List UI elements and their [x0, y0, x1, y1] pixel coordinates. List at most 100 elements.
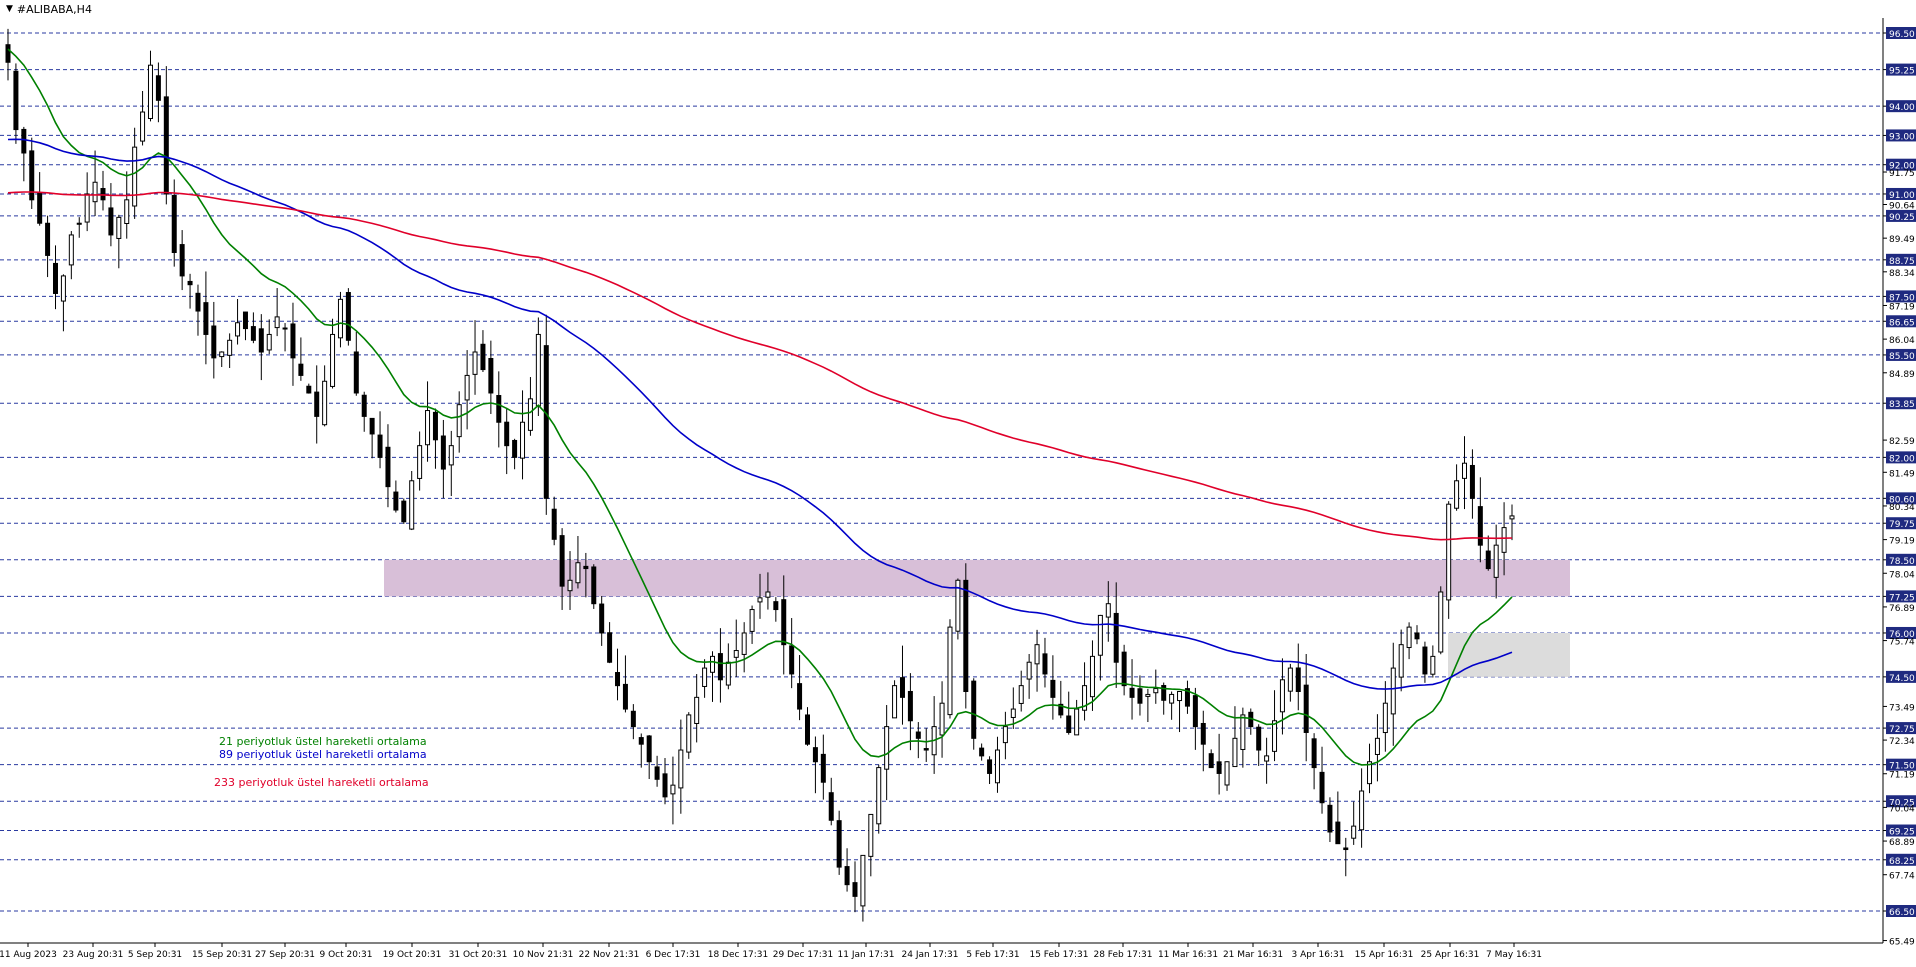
y-tick-21: 81.49 [1883, 469, 1915, 479]
y-tick-17: 84.89 [1883, 370, 1915, 380]
y-tick-25: 79.19 [1883, 537, 1915, 547]
svg-text:68.25: 68.25 [1889, 857, 1915, 867]
svg-text:79.19: 79.19 [1889, 537, 1915, 547]
svg-text:73.49: 73.49 [1889, 703, 1915, 713]
candle-81 [646, 735, 652, 780]
y-tick-35: 72.34 [1883, 737, 1915, 747]
candle-170 [1351, 801, 1357, 845]
candle-83 [662, 758, 668, 805]
candle-71 [567, 551, 573, 610]
candle-62 [496, 371, 502, 448]
candle-104 [828, 777, 834, 826]
svg-text:87.19: 87.19 [1889, 302, 1915, 312]
y-tick-5: 91.75 [1883, 169, 1915, 179]
svg-text:75.74: 75.74 [1889, 638, 1915, 648]
candle-154 [1224, 761, 1230, 791]
svg-text:80.60: 80.60 [1889, 495, 1915, 505]
candle-123 [979, 743, 985, 761]
svg-text:76.89: 76.89 [1889, 604, 1915, 614]
candle-26 [211, 301, 217, 379]
svg-text:74.50: 74.50 [1889, 674, 1915, 684]
candle-56 [448, 430, 454, 497]
candle-150 [1192, 687, 1198, 750]
y-tick-43: 67.74 [1883, 872, 1915, 882]
candle-36 [290, 302, 296, 386]
svg-text:9 Oct 20:31: 9 Oct 20:31 [320, 950, 373, 960]
x-tick-1: 23 Aug 20:31 [63, 943, 123, 960]
svg-text:29 Dec 17:31: 29 Dec 17:31 [773, 950, 834, 960]
candle-8 [68, 231, 74, 280]
candle-127 [1010, 687, 1016, 729]
x-axis-ticks: 11 Aug 2023 23 Aug 20:31 5 Sep 20:31 15 Sep… [0, 943, 1542, 960]
svg-text:25 Apr 16:31: 25 Apr 16:31 [1421, 950, 1480, 960]
candle-101 [804, 707, 810, 746]
candle-93 [741, 622, 747, 673]
candle-15 [124, 171, 130, 239]
y-tick-19: 82.59 [1883, 437, 1915, 447]
ema89-line [7, 138, 1513, 690]
x-tick-7: 31 Oct 20:31 [449, 943, 507, 960]
x-tick-19: 21 Mar 16:31 [1223, 943, 1283, 960]
y-tick-16: 85.50 [1883, 348, 1916, 362]
candle-46 [369, 417, 375, 459]
candle-119 [947, 619, 953, 719]
x-tick-21: 15 Apr 16:31 [1355, 943, 1413, 960]
svg-text:88.34: 88.34 [1889, 269, 1915, 279]
candle-87 [694, 674, 700, 743]
candle-135 [1074, 699, 1080, 736]
candle-132 [1050, 655, 1056, 720]
svg-text:78.50: 78.50 [1889, 557, 1915, 567]
candle-48 [385, 424, 391, 508]
candle-10 [84, 172, 90, 232]
y-tick-4: 92.00 [1883, 158, 1916, 172]
candle-140 [1113, 582, 1119, 688]
legend-ema233: 233 periyotluk üstel hareketli ortalama [214, 776, 429, 789]
svg-text:70.25: 70.25 [1889, 798, 1915, 808]
x-tick-8: 10 Nov 21:31 [513, 943, 573, 960]
candle-51 [409, 470, 415, 531]
candle-55 [440, 419, 446, 499]
candle-18 [147, 50, 153, 122]
candle-181 [1438, 586, 1444, 655]
candle-108 [860, 854, 866, 922]
candle-34 [274, 288, 280, 337]
candle-168 [1335, 791, 1341, 845]
svg-text:11 Aug 2023: 11 Aug 2023 [0, 950, 57, 960]
candle-103 [820, 734, 826, 800]
candle-137 [1089, 640, 1095, 711]
candle-25 [203, 271, 209, 365]
candle-129 [1026, 654, 1032, 699]
candle-149 [1184, 680, 1190, 714]
y-tick-34: 72.75 [1883, 722, 1916, 735]
candle-112 [892, 680, 898, 719]
y-tick-24: 79.75 [1883, 517, 1916, 530]
candle-98 [781, 575, 787, 675]
y-tick-44: 66.50 [1883, 905, 1916, 918]
y-tick-14: 86.65 [1883, 315, 1916, 328]
x-tick-4: 27 Sep 20:31 [255, 943, 315, 960]
candle-85 [678, 719, 684, 814]
y-tick-36: 71.50 [1883, 758, 1916, 772]
candle-124 [987, 756, 993, 785]
candle-57 [456, 391, 462, 453]
candle-40 [322, 365, 328, 427]
candle-105 [836, 810, 842, 875]
x-tick-17: 28 Feb 17:31 [1093, 943, 1153, 960]
candle-91 [725, 643, 731, 690]
dropdown-triangle-icon[interactable]: ▼ [6, 4, 13, 14]
candle-133 [1058, 680, 1064, 719]
axes [0, 18, 1884, 944]
candle-185 [1469, 449, 1475, 519]
svg-text:72.34: 72.34 [1889, 737, 1915, 747]
legend-ema21: 21 periyotluk üstel hareketli ortalama [219, 735, 427, 748]
y-tick-3: 93.00 [1883, 129, 1916, 142]
candle-23 [187, 273, 193, 309]
candle-182 [1446, 501, 1452, 619]
candle-187 [1485, 535, 1491, 571]
y-tick-42: 68.25 [1883, 853, 1916, 867]
candle-67 [535, 317, 541, 416]
candle-173 [1374, 714, 1380, 782]
candle-128 [1018, 670, 1024, 712]
x-tick-22: 25 Apr 16:31 [1421, 943, 1480, 960]
candle-13 [108, 183, 114, 247]
